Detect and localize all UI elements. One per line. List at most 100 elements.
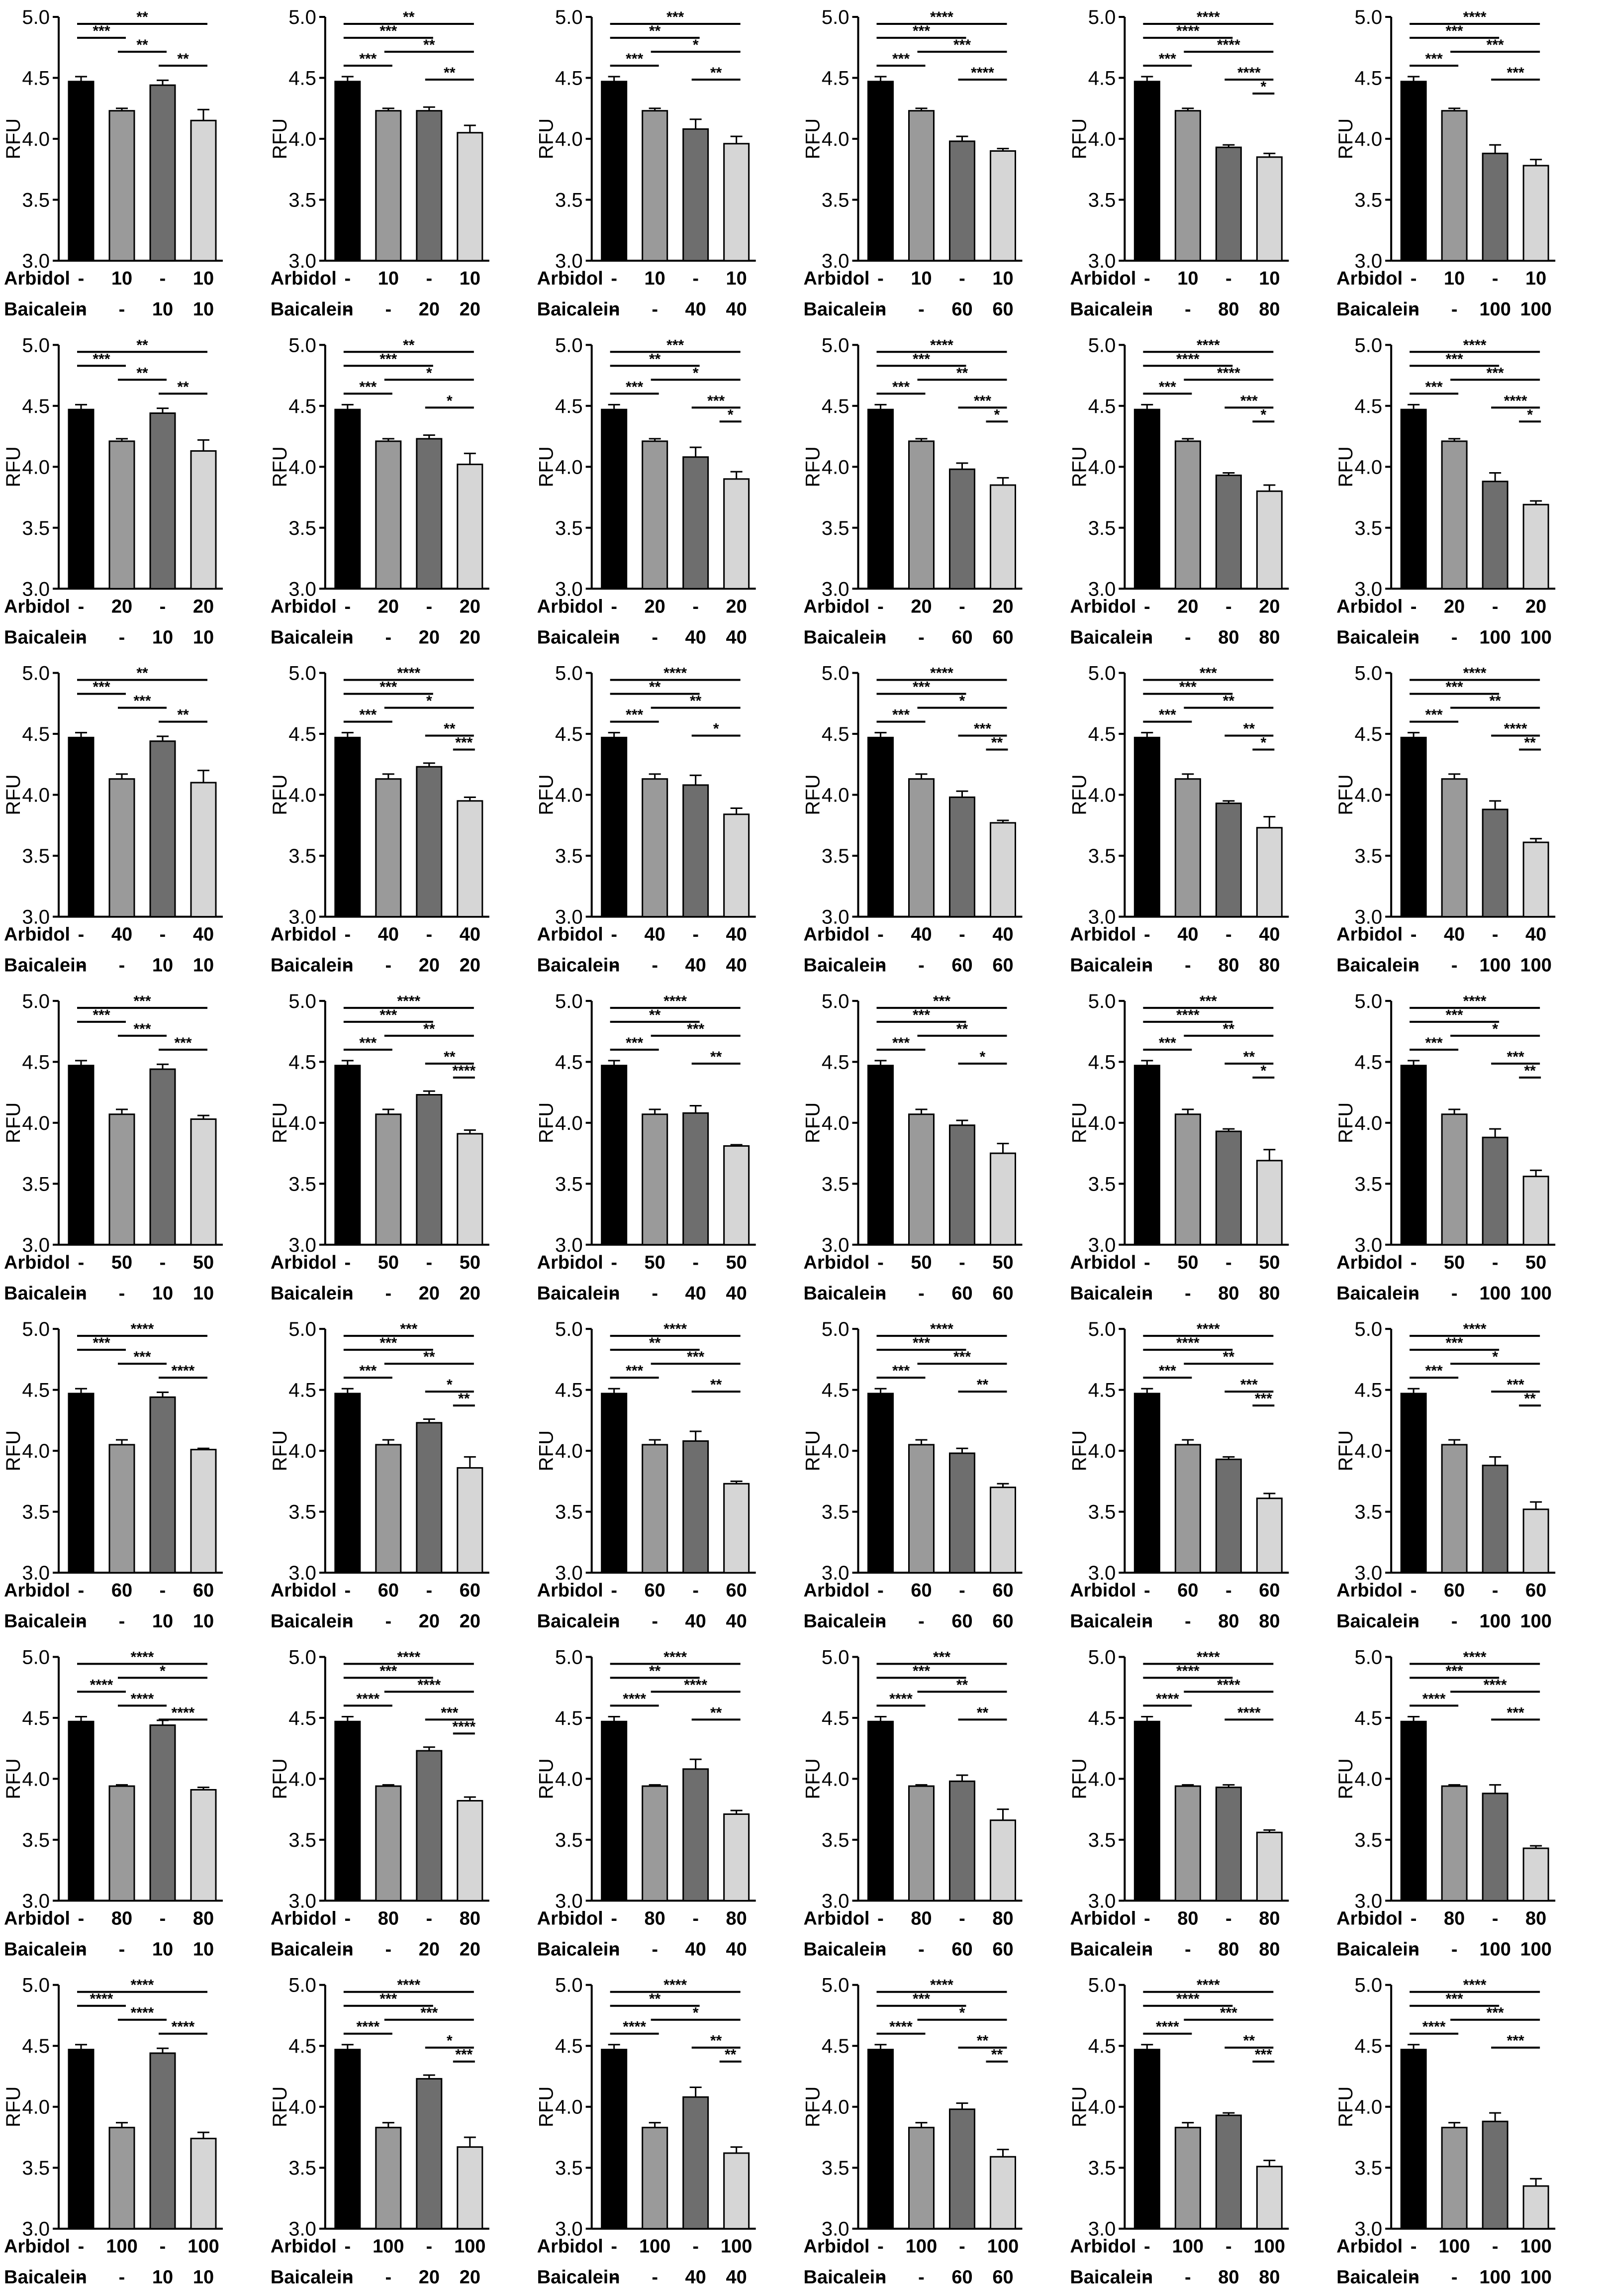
significance-label: * — [1492, 1021, 1498, 1037]
y-axis-label: RFU — [1068, 1102, 1090, 1143]
row-label-baicalein: Baicalein — [804, 627, 887, 648]
y-tick-label: 4.5 — [1088, 723, 1116, 745]
y-tick-label: 3.5 — [1355, 845, 1383, 867]
significance-label: *** — [687, 1349, 704, 1365]
row-label-arbidol: Arbidol — [4, 924, 70, 945]
y-tick-label: 5.0 — [22, 1318, 50, 1340]
bar — [416, 1750, 443, 1901]
significance-label: **** — [1197, 1977, 1220, 1994]
condition-label: - — [426, 596, 433, 617]
y-tick-label: 4.5 — [22, 68, 50, 90]
condition-label: - — [78, 596, 85, 617]
y-tick-label: 3.5 — [1355, 1829, 1383, 1851]
condition-label: 100 — [1520, 2236, 1551, 2257]
significance-label: *** — [913, 679, 930, 696]
bar — [1256, 490, 1283, 590]
condition-label: - — [877, 924, 884, 945]
bar — [149, 1396, 176, 1574]
bar — [1522, 1176, 1549, 1246]
significance-label: **** — [1176, 1663, 1200, 1679]
condition-label: 40 — [460, 924, 480, 945]
y-tick-label: 3.0 — [822, 1890, 849, 1912]
y-tick-label: 4.0 — [1355, 128, 1383, 150]
row-label-arbidol: Arbidol — [537, 2236, 603, 2257]
significance-label: *** — [441, 1704, 458, 1721]
significance-label: *** — [666, 9, 684, 25]
row-label-arbidol: Arbidol — [537, 268, 603, 289]
bar — [375, 440, 402, 590]
y-tick-label: 4.5 — [1355, 1707, 1383, 1729]
bar — [1400, 1720, 1427, 1901]
significance-label: *** — [1446, 23, 1463, 39]
y-tick-label: 5.0 — [288, 334, 316, 356]
y-axis-label: RFU — [1335, 1758, 1357, 1799]
condition-label: - — [160, 1252, 166, 1273]
condition-label: 20 — [1525, 596, 1546, 617]
bar — [723, 813, 750, 918]
y-tick-label: 3.0 — [1355, 2218, 1383, 2240]
condition-label: 80 — [1218, 1939, 1239, 1960]
bar — [1133, 81, 1160, 262]
condition-label: - — [611, 1580, 617, 1601]
condition-label: 100 — [1520, 1611, 1551, 1632]
significance-label: ** — [1524, 1391, 1536, 1407]
condition-label: - — [959, 1580, 965, 1601]
condition-label: 20 — [419, 1939, 440, 1960]
condition-label: 50 — [726, 1252, 747, 1273]
y-tick-label: 4.5 — [822, 68, 849, 90]
y-tick-label: 3.5 — [22, 1501, 50, 1523]
row-label-baicalein: Baicalein — [1336, 1283, 1419, 1304]
condition-label: 40 — [1177, 924, 1198, 945]
condition-label: - — [426, 1908, 433, 1929]
y-tick-label: 4.0 — [555, 785, 583, 806]
y-tick-label: 3.0 — [288, 1562, 316, 1584]
condition-label: 50 — [1177, 1252, 1198, 1273]
condition-label: - — [345, 2267, 351, 2288]
significance-label: *** — [626, 1363, 643, 1379]
significance-label: **** — [356, 1691, 379, 1707]
significance-label: ** — [423, 37, 435, 53]
chart-panel: 3.03.54.04.55.0RFU***************Arbidol… — [1068, 991, 1289, 1304]
y-tick-label: 5.0 — [555, 1975, 583, 1997]
row-label-arbidol: Arbidol — [1070, 2236, 1136, 2257]
bar — [642, 1785, 668, 1901]
condition-label: 20 — [460, 596, 480, 617]
row-label-arbidol: Arbidol — [804, 1908, 870, 1929]
y-tick-label: 4.0 — [288, 1440, 316, 1462]
condition-label: - — [1144, 627, 1150, 648]
significance-label: ** — [710, 2033, 722, 2049]
condition-label: - — [877, 1580, 884, 1601]
chart-panel: 3.03.54.04.55.0RFU***************Arbidol… — [802, 1318, 1023, 1632]
y-tick-label: 5.0 — [22, 663, 50, 685]
significance-label: **** — [1217, 365, 1240, 381]
significance-label: *** — [953, 37, 971, 53]
bar — [1256, 827, 1283, 918]
condition-label: 50 — [378, 1252, 399, 1273]
significance-label: *** — [1425, 379, 1443, 395]
significance-label: **** — [930, 337, 953, 353]
condition-label: 80 — [1218, 1283, 1239, 1304]
bar — [190, 2137, 217, 2230]
significance-label: *** — [913, 351, 930, 367]
condition-label: - — [1185, 955, 1191, 976]
condition-label: 100 — [454, 2236, 485, 2257]
y-tick-label: 5.0 — [822, 1646, 849, 1668]
condition-label: 80 — [992, 1908, 1013, 1929]
condition-label: - — [345, 924, 351, 945]
significance-label: *** — [1507, 1704, 1524, 1721]
bar — [867, 1065, 894, 1246]
significance-label: **** — [930, 1321, 953, 1337]
y-tick-label: 5.0 — [288, 1975, 316, 1997]
bar — [723, 2152, 750, 2230]
condition-label: - — [119, 1283, 125, 1304]
significance-label: *** — [892, 1363, 910, 1379]
chart-panel: 3.03.54.04.55.0RFU******************Arbi… — [269, 1975, 489, 2288]
significance-label: ** — [423, 1021, 435, 1037]
y-tick-label: 3.0 — [22, 1234, 50, 1256]
bar — [1441, 110, 1468, 262]
condition-label: 80 — [1218, 1611, 1239, 1632]
condition-label: 20 — [1444, 596, 1465, 617]
condition-label: 20 — [460, 1611, 480, 1632]
condition-label: 40 — [378, 924, 399, 945]
